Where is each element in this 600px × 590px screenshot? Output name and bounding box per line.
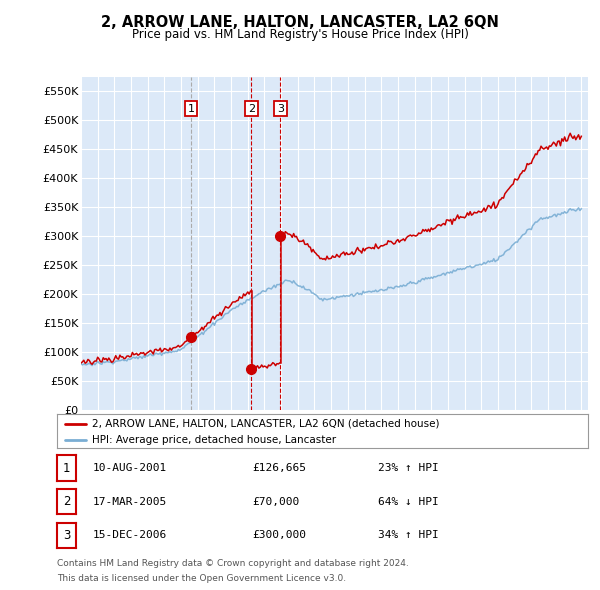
Text: 17-MAR-2005: 17-MAR-2005 [93, 497, 167, 507]
Text: 34% ↑ HPI: 34% ↑ HPI [378, 530, 439, 540]
Text: £126,665: £126,665 [252, 463, 306, 473]
Text: Price paid vs. HM Land Registry's House Price Index (HPI): Price paid vs. HM Land Registry's House … [131, 28, 469, 41]
Text: £70,000: £70,000 [252, 497, 299, 507]
Text: HPI: Average price, detached house, Lancaster: HPI: Average price, detached house, Lanc… [92, 435, 335, 445]
Text: 23% ↑ HPI: 23% ↑ HPI [378, 463, 439, 473]
Text: 64% ↓ HPI: 64% ↓ HPI [378, 497, 439, 507]
Text: 2: 2 [248, 104, 255, 114]
Text: 3: 3 [63, 529, 70, 542]
Text: Contains HM Land Registry data © Crown copyright and database right 2024.: Contains HM Land Registry data © Crown c… [57, 559, 409, 568]
Text: 1: 1 [63, 461, 70, 475]
Text: 2: 2 [63, 495, 70, 509]
Text: £300,000: £300,000 [252, 530, 306, 540]
Text: 2, ARROW LANE, HALTON, LANCASTER, LA2 6QN (detached house): 2, ARROW LANE, HALTON, LANCASTER, LA2 6Q… [92, 419, 439, 429]
Text: 15-DEC-2006: 15-DEC-2006 [93, 530, 167, 540]
Text: 3: 3 [277, 104, 284, 114]
Text: 1: 1 [188, 104, 194, 114]
Text: This data is licensed under the Open Government Licence v3.0.: This data is licensed under the Open Gov… [57, 573, 346, 583]
Text: 10-AUG-2001: 10-AUG-2001 [93, 463, 167, 473]
Text: 2, ARROW LANE, HALTON, LANCASTER, LA2 6QN: 2, ARROW LANE, HALTON, LANCASTER, LA2 6Q… [101, 15, 499, 30]
